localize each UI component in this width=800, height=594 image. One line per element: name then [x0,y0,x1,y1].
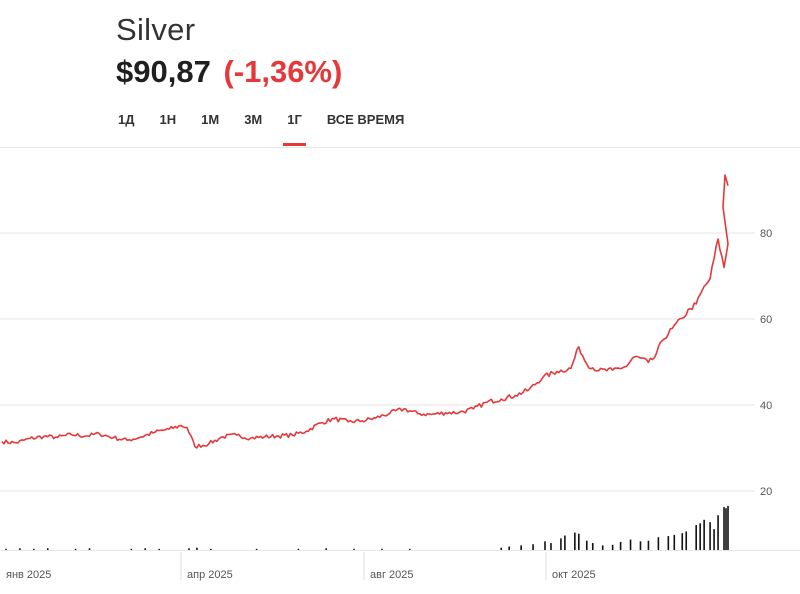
x-tick-label-1: апр 2025 [187,569,233,581]
volume-bar-21 [532,544,534,550]
current-price: $90,87 [116,54,211,89]
volume-bar-38 [673,534,676,550]
volume-bar-0 [5,548,7,550]
volume-bar-17 [408,548,411,550]
instrument-title: Silver [116,12,196,47]
price-series-line [1,174,729,449]
volume-bar-45 [713,529,715,550]
volume-bar-8 [158,548,160,550]
volume-bar-13 [297,548,300,550]
price-quote: $90,87 (-1,36%) [116,54,342,90]
volume-bar-1 [19,548,21,550]
volume-bar-31 [611,544,614,550]
volume-bar-20 [520,545,522,550]
tab-1m[interactable]: 1М [201,112,220,127]
y-tick-label-80: 80 [760,228,772,240]
volume-bar-18 [500,547,503,550]
volume-bar-36 [657,537,660,550]
tab-3m[interactable]: 3М [244,112,263,127]
volume-bar-15 [353,548,355,550]
volume-bar-19 [508,546,511,550]
tab-all-time[interactable]: ВСЕ ВРЕМЯ [326,112,405,127]
x-tick-label-2: авг 2025 [370,569,414,581]
volume-bar-30 [601,545,604,550]
volume-bar-47 [723,507,725,550]
volume-bar-6 [130,548,133,550]
volume-bar-48 [725,508,727,550]
volume-bar-12 [255,548,258,550]
volume-bar-46 [717,515,719,550]
volume-bar-3 [46,548,49,550]
y-tick-label-20: 20 [760,486,772,498]
volume-bar-23 [550,543,552,550]
volume-bar-9 [188,548,190,550]
volume-bar-2 [33,548,35,550]
volume-bar-27 [578,533,580,550]
volume-bar-42 [699,523,701,550]
volume-bar-41 [695,525,697,550]
volume-bar-39 [681,533,684,550]
header-divider [0,147,800,148]
x-tick-label-3: окт 2025 [552,569,596,581]
tab-1d[interactable]: 1Д [118,112,135,127]
volume-bar-37 [667,536,670,550]
tab-1w[interactable]: 1Н [159,112,177,127]
price-change-percent: (-1,36%) [223,54,343,89]
volume-bar-10 [196,547,198,550]
volume-bar-40 [685,531,688,550]
volume-bar-44 [709,522,711,550]
volume-bar-26 [574,532,576,550]
y-tick-label-60: 60 [760,314,772,326]
volume-bar-28 [585,540,588,550]
volume-bar-11 [210,548,212,550]
tab-1y[interactable]: 1Г [277,108,312,146]
volume-bar-49 [727,505,729,550]
y-tick-label-40: 40 [760,400,772,412]
volume-bar-4 [74,548,77,550]
volume-bar-25 [564,535,566,550]
volume-bar-7 [144,548,147,550]
volume-bar-5 [88,548,91,550]
volume-bar-24 [560,538,562,550]
volume-bar-33 [629,539,632,550]
period-tabs: 1Д 1Н 1М 3М 1Г ВСЕ ВРЕМЯ [108,108,419,148]
volume-bar-43 [703,519,705,550]
volume-bar-16 [381,548,383,550]
x-tick-label-0: янв 2025 [6,569,51,581]
volume-bar-14 [325,548,328,550]
volume-bar-35 [647,540,650,550]
volume-bar-32 [619,541,622,550]
volume-bar-29 [591,543,594,550]
volume-bar-34 [639,541,642,550]
volume-bar-22 [544,541,546,550]
